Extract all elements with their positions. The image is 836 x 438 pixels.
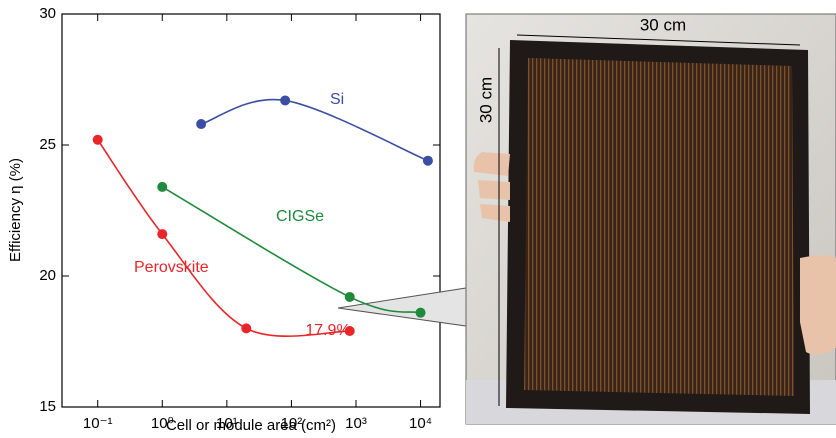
plot-frame — [61, 13, 441, 408]
data-point — [157, 181, 168, 192]
data-point — [92, 134, 103, 145]
x-tick-label: 10² — [281, 415, 303, 432]
trend-line — [161, 186, 421, 314]
photo-width-label: 30 cm — [640, 15, 686, 34]
hand-right — [800, 255, 836, 355]
series-label: CIGSe — [276, 208, 324, 225]
data-point — [157, 229, 168, 240]
photo: 30 cm 30 cm — [465, 13, 836, 425]
photo-height-label: 30 cm — [476, 77, 495, 123]
x-tick-label: 10⁴ — [409, 415, 432, 432]
callout — [337, 287, 467, 327]
data-point — [241, 323, 252, 334]
x-tick-label: 10¹ — [216, 415, 238, 432]
x-tick-label: 10⁻¹ — [83, 415, 113, 432]
data-point — [196, 119, 207, 130]
x-tick-label: 10⁰ — [151, 415, 174, 432]
series-label: Perovskite — [134, 259, 209, 276]
data-point — [280, 95, 291, 106]
x-axis-label: Cell or module area (cm²) — [166, 417, 336, 434]
y-tick-label: 15 — [39, 398, 56, 415]
hand-left — [473, 152, 510, 222]
module-cells — [524, 58, 794, 396]
y-axis-label: Efficiency η (%) — [7, 158, 24, 262]
trend-line — [200, 98, 429, 162]
annotation: 17.9% — [305, 322, 350, 339]
data-point — [344, 291, 355, 302]
data-point — [344, 326, 355, 337]
dimension-width — [516, 34, 801, 46]
series-label: Si — [330, 91, 344, 108]
trend-line — [97, 139, 350, 338]
y-tick-label: 25 — [39, 136, 56, 153]
data-point — [422, 155, 433, 166]
y-tick-label: 20 — [39, 267, 56, 284]
x-tick-label: 10³ — [345, 415, 367, 432]
data-point — [415, 307, 426, 318]
y-tick-label: 30 — [39, 5, 56, 22]
